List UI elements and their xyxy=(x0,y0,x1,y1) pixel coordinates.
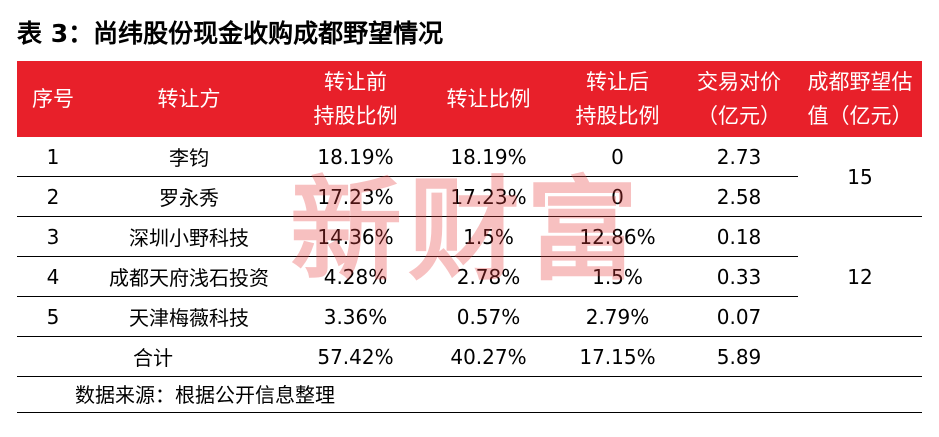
cell-transferor: 罗永秀 xyxy=(89,176,289,217)
cell-after: 12.86% xyxy=(555,216,680,257)
header-before: 转让前 持股比例 xyxy=(289,61,422,137)
cell-seq: 4 xyxy=(17,256,89,297)
header-valuation: 成都野望估 值（亿元） xyxy=(798,61,922,137)
header-row: 序号 转让方 转让前 持股比例 转让比例 转让后 持股比例 交易对价 （亿元） … xyxy=(17,61,922,137)
total-after: 17.15% xyxy=(555,336,680,377)
header-ratio: 转让比例 xyxy=(422,61,555,137)
cell-valuation: 12 xyxy=(798,216,922,337)
cell-transferor: 李钧 xyxy=(89,137,289,177)
table-row: 2 罗永秀 17.23% 17.23% 0 2.58 xyxy=(17,176,922,217)
cell-before: 4.28% xyxy=(289,256,422,297)
cell-before: 14.36% xyxy=(289,216,422,257)
acquisition-table: 序号 转让方 转让前 持股比例 转让比例 转让后 持股比例 交易对价 （亿元） … xyxy=(17,61,922,377)
header-after-line1: 转让后 xyxy=(586,70,649,94)
header-price-line1: 交易对价 xyxy=(697,70,781,94)
table-row: 5 天津梅薇科技 3.36% 0.57% 2.79% 0.07 xyxy=(17,296,922,337)
cell-ratio: 17.23% xyxy=(422,176,555,217)
header-before-line2: 持股比例 xyxy=(313,104,398,128)
cell-price: 2.73 xyxy=(680,137,798,177)
header-after-line2: 持股比例 xyxy=(575,104,660,128)
header-valuation-line1: 成都野望估 xyxy=(807,70,913,94)
cell-ratio: 2.78% xyxy=(422,256,555,297)
cell-price: 0.07 xyxy=(680,296,798,337)
cell-before: 18.19% xyxy=(289,137,422,177)
total-price: 5.89 xyxy=(680,336,798,377)
header-price: 交易对价 （亿元） xyxy=(680,61,798,137)
cell-after: 1.5% xyxy=(555,256,680,297)
cell-transferor: 天津梅薇科技 xyxy=(89,296,289,337)
cell-transferor: 成都天府浅石投资 xyxy=(89,256,289,297)
cell-ratio: 0.57% xyxy=(422,296,555,337)
cell-after: 2.79% xyxy=(555,296,680,337)
header-valuation-line2: 值（亿元） xyxy=(807,104,913,128)
total-ratio: 40.27% xyxy=(422,336,555,377)
cell-ratio: 1.5% xyxy=(422,216,555,257)
table-row: 4 成都天府浅石投资 4.28% 2.78% 1.5% 0.33 xyxy=(17,256,922,297)
header-before-line1: 转让前 xyxy=(324,70,387,94)
cell-price: 2.58 xyxy=(680,176,798,217)
header-after: 转让后 持股比例 xyxy=(555,61,680,137)
total-valuation xyxy=(798,336,922,377)
source-note: 数据来源：根据公开信息整理 xyxy=(75,383,335,407)
cell-price: 0.18 xyxy=(680,216,798,257)
cell-seq: 1 xyxy=(17,137,89,177)
table-title: 表 3：尚纬股份现金收购成都野望情况 xyxy=(17,19,444,48)
cell-after: 0 xyxy=(555,137,680,177)
cell-seq: 3 xyxy=(17,216,89,257)
cell-before: 3.36% xyxy=(289,296,422,337)
total-label: 合计 xyxy=(17,336,289,377)
header-transferor: 转让方 xyxy=(89,61,289,137)
table-row: 1 李钧 18.19% 18.19% 0 2.73 15 xyxy=(17,137,922,217)
bottom-divider xyxy=(17,412,922,413)
cell-seq: 2 xyxy=(17,176,89,217)
total-row: 合计 57.42% 40.27% 17.15% 5.89 xyxy=(17,336,922,377)
cell-after: 0 xyxy=(555,176,680,217)
cell-ratio: 18.19% xyxy=(422,137,555,177)
cell-seq: 5 xyxy=(17,296,89,337)
cell-transferor: 深圳小野科技 xyxy=(89,216,289,257)
cell-valuation: 15 xyxy=(798,137,922,217)
table-row: 3 深圳小野科技 14.36% 1.5% 12.86% 0.18 12 xyxy=(17,216,922,337)
header-price-line2: （亿元） xyxy=(697,104,781,128)
cell-before: 17.23% xyxy=(289,176,422,217)
cell-price: 0.33 xyxy=(680,256,798,297)
total-before: 57.42% xyxy=(289,336,422,377)
header-seq: 序号 xyxy=(17,61,89,137)
